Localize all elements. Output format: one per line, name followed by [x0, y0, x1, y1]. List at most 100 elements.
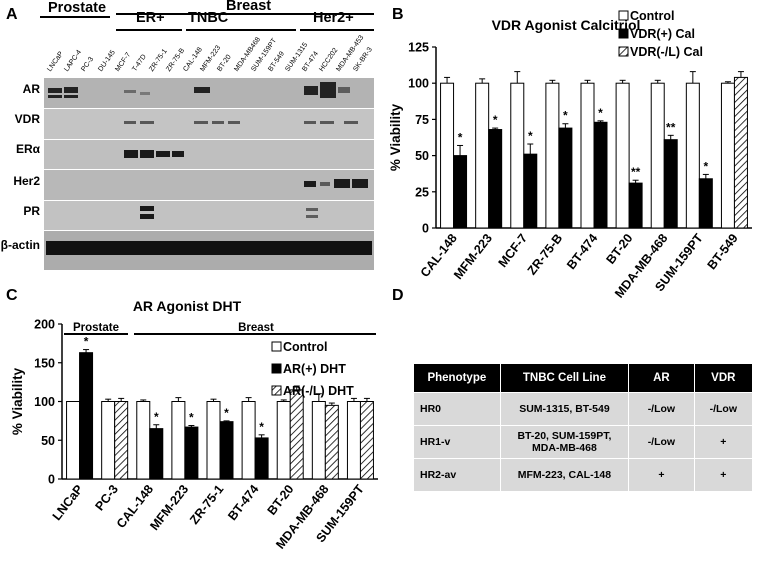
significance-mark: * [493, 113, 498, 127]
bar [79, 352, 94, 480]
x-tick-label: BT-20 [603, 231, 635, 266]
er-positive-header: ER+ [136, 10, 165, 26]
bar [593, 121, 608, 229]
cell-line-cell: SUM-1315, BT-549 [499, 392, 630, 426]
legend-label: Control [283, 340, 327, 354]
legend-swatch [271, 363, 282, 374]
bar [663, 139, 678, 229]
tnbc-rule [186, 29, 296, 31]
bar [276, 401, 291, 480]
bar [698, 178, 713, 229]
bar [149, 428, 164, 480]
legend-swatch [618, 46, 629, 57]
bar [136, 401, 151, 480]
legend-swatch [618, 28, 629, 39]
prostate-group-label: Prostate [73, 322, 119, 334]
breast-header: Breast [226, 0, 272, 14]
bar [440, 82, 455, 229]
legend-swatch [271, 341, 282, 352]
dht-viability-chart: AR Agonist DHT 0 50 100 150 200 % Viability * LN… [10, 298, 378, 552]
bar [685, 82, 700, 229]
significance-mark: * [189, 411, 194, 425]
significance-mark: * [84, 335, 89, 349]
bar [615, 82, 630, 229]
header-cell-line: TNBC Cell Line [499, 363, 630, 393]
x-tick-label: MCF-7 [496, 231, 531, 270]
prostate-rule [40, 16, 110, 18]
bar [558, 127, 573, 229]
bar [733, 76, 748, 229]
header-vdr: VDR [693, 363, 754, 393]
blot-bands [44, 78, 374, 270]
header-phenotype: Phenotype [413, 363, 501, 393]
bar [523, 153, 538, 229]
legend-swatch [618, 10, 629, 21]
bar [720, 82, 735, 229]
y-tick-label: 0 [422, 222, 429, 236]
breast-group-label: Breast [238, 322, 274, 334]
bar [311, 401, 326, 480]
her2-rule [300, 29, 374, 31]
y-tick-label: 100 [408, 77, 429, 91]
panel-a-letter: A [6, 6, 18, 23]
tnbc-header: TNBC [188, 10, 229, 26]
y-tick-label: 0 [48, 473, 55, 487]
vdr-cell: + [693, 458, 754, 492]
phenotype-cell: HR1-v [413, 425, 501, 459]
bar [241, 401, 256, 480]
bar [650, 82, 665, 229]
y-tick-label: 125 [408, 41, 429, 55]
table-header-row: Phenotype TNBC Cell Line AR VDR [413, 363, 754, 393]
y-tick-label: 75 [415, 113, 429, 127]
significance-mark: * [598, 106, 603, 120]
breast-rule [116, 13, 374, 15]
significance-mark: * [154, 410, 159, 424]
bar [254, 437, 269, 480]
blot-row-label: β-actin [0, 238, 40, 252]
lane-label: BT-20 [216, 53, 233, 73]
calcitriol-viability-chart: VDR Agonist Calcitriol 0 25 50 75 100 125 % Via… [388, 9, 752, 301]
vdr-cell: + [693, 425, 754, 459]
lane-label: PC-3 [80, 55, 96, 73]
blot-row-label: AR [22, 82, 40, 96]
vdr-cell: -/Low [693, 392, 754, 426]
significance-mark: ** [631, 165, 641, 179]
y-axis-label: % Viability [10, 367, 25, 435]
y-tick-label: 100 [34, 395, 55, 409]
bar [114, 401, 129, 480]
bar [346, 401, 361, 480]
x-tick-label: BT-474 [564, 231, 600, 272]
ar-cell: -/Low [628, 392, 695, 426]
bar [475, 82, 490, 229]
lane-label: BT-549 [267, 50, 286, 73]
table-row: HR1-v BT-20, SUM-159PT, MDA-MB-468 -/Low… [413, 425, 754, 459]
y-tick-label: 50 [41, 434, 55, 448]
bar [184, 426, 199, 480]
bar [206, 401, 221, 480]
phenotype-cell: HR0 [413, 392, 501, 426]
chart-title: AR Agonist DHT [133, 298, 242, 314]
bar [510, 82, 525, 229]
x-tick-label: LNCaP [50, 482, 86, 523]
bar [359, 401, 374, 480]
panel-b-letter: B [392, 6, 404, 23]
cell-line-cell: MFM-223, CAL-148 [499, 458, 630, 492]
phenotype-cell: HR2-av [413, 458, 501, 492]
bar [324, 404, 339, 480]
header-ar: AR [628, 363, 695, 393]
y-tick-label: 200 [34, 318, 55, 332]
lane-label: MCF-7 [114, 51, 133, 73]
lane-label: T-47D [131, 53, 148, 73]
bar [219, 421, 234, 480]
significance-mark: * [259, 420, 264, 434]
x-tick-label: BT-20 [265, 482, 297, 517]
bar [580, 82, 595, 229]
phenotype-table: Phenotype TNBC Cell Line AR VDR HR0 SUM-… [413, 363, 754, 492]
significance-mark: * [528, 129, 533, 143]
bar [66, 401, 81, 480]
significance-mark: ** [666, 120, 676, 134]
chart-title: VDR Agonist Calcitriol [492, 17, 641, 33]
her2-header: Her2+ [313, 10, 354, 26]
legend-label: VDR(-/L) Cal [630, 45, 703, 59]
table-row: HR2-av MFM-223, CAL-148 + + [413, 458, 754, 492]
